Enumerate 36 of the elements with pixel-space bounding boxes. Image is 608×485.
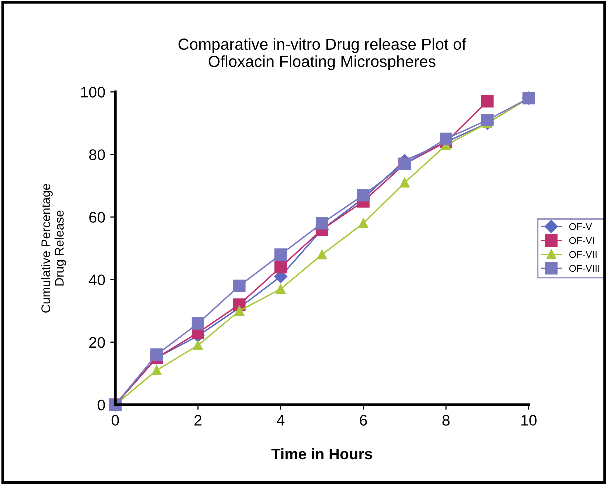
point bbox=[276, 284, 286, 294]
y-tick-label: 40 bbox=[89, 274, 106, 286]
x-tick-label: 6 bbox=[360, 415, 368, 426]
point bbox=[192, 317, 204, 330]
y-tick-label: 80 bbox=[89, 150, 106, 160]
point bbox=[193, 340, 204, 350]
x-tick-label: 4 bbox=[277, 415, 285, 426]
point bbox=[358, 218, 368, 228]
point bbox=[481, 95, 494, 108]
legend-label: OF-VIII bbox=[570, 265, 600, 272]
point bbox=[316, 217, 328, 230]
y-tick-label: 60 bbox=[90, 212, 106, 223]
y-tick-label: 100 bbox=[81, 87, 106, 98]
y-axis-title: Cumulative Percentage Drug Release bbox=[41, 184, 66, 313]
point bbox=[317, 250, 328, 260]
point bbox=[440, 132, 453, 146]
point bbox=[274, 261, 288, 274]
point bbox=[152, 366, 162, 376]
chart-title: Comparative in-vitro Drug release Plot of Ofloxacin Floating Microspheres bbox=[178, 38, 467, 70]
point bbox=[274, 248, 288, 262]
legend-label: OF-VII bbox=[570, 251, 597, 258]
x-tick-label: 2 bbox=[194, 415, 202, 426]
point bbox=[234, 306, 244, 316]
y-tick-label: 20 bbox=[90, 337, 106, 348]
point bbox=[233, 280, 246, 292]
point bbox=[400, 178, 410, 188]
point bbox=[150, 348, 164, 362]
y-tick-label: 0 bbox=[98, 400, 106, 411]
point bbox=[481, 114, 494, 127]
x-tick-label: 0 bbox=[112, 415, 120, 426]
legend-label: OF-V bbox=[570, 223, 592, 230]
point bbox=[357, 189, 370, 202]
x-tick-label: 10 bbox=[522, 415, 537, 426]
x-axis-title: Time in Hours bbox=[272, 448, 372, 460]
legend-label: OF-VI bbox=[570, 237, 594, 244]
x-tick-label: 8 bbox=[442, 415, 450, 426]
